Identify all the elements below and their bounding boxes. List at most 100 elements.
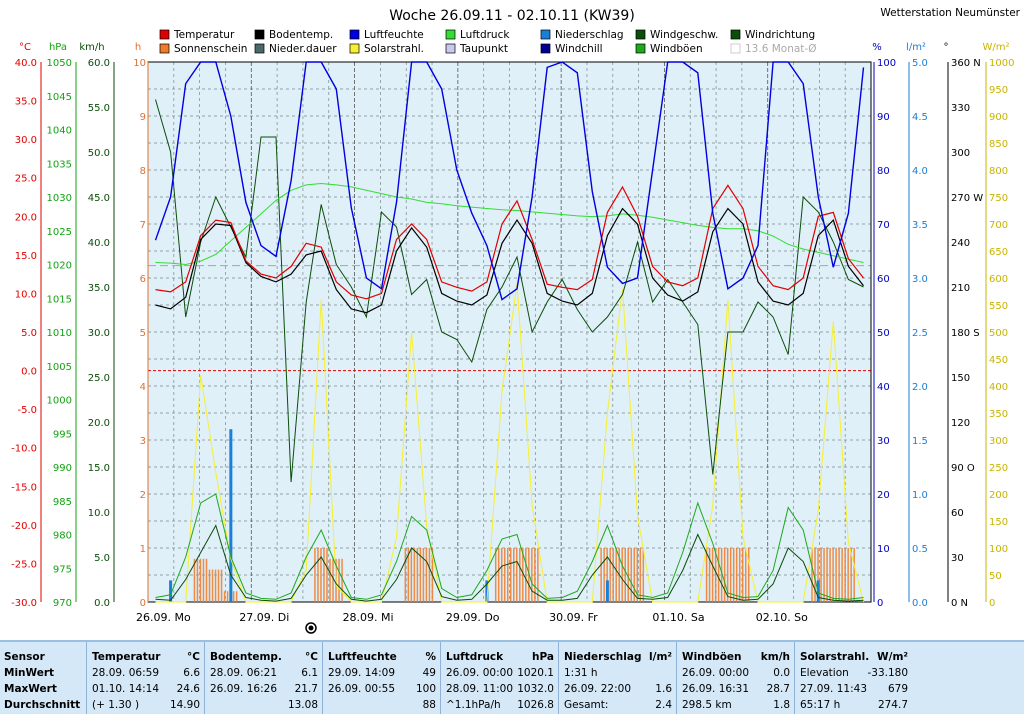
sunshine-bar bbox=[606, 548, 608, 602]
sunshine-bar bbox=[513, 548, 515, 602]
x-tick-label: 26.09. Mo bbox=[136, 611, 191, 624]
legend-swatch bbox=[159, 29, 170, 40]
sunshine-bar bbox=[510, 548, 512, 602]
stats-panel: Sensor MinWert MaxWert Durchschnitt Temperat… bbox=[0, 640, 1024, 714]
sunshine-bar bbox=[506, 548, 509, 602]
legend-swatch bbox=[349, 43, 360, 54]
tick-label-direction: 0 N bbox=[951, 598, 968, 609]
stats-column: Luftfeuchte% 29.09. 14:09 49 26.09. 00:55 10… bbox=[322, 642, 442, 714]
sunshine-bar bbox=[220, 569, 223, 602]
stats-row: 88 bbox=[328, 697, 436, 713]
stats-cell-value: 100 bbox=[415, 683, 436, 695]
tick-label-direction: 210 bbox=[951, 283, 970, 294]
rain-bar bbox=[605, 580, 609, 602]
tick-label-pressure: 1000 bbox=[47, 396, 72, 407]
stats-cell-label: MinWert bbox=[4, 667, 55, 679]
sunshine-bar bbox=[832, 548, 834, 602]
stats-row: Durchschnitt bbox=[4, 697, 82, 713]
tick-label-temp: 15.0 bbox=[15, 251, 37, 262]
sunshine-bar bbox=[642, 548, 645, 602]
stats-cell-value: 1032.0 bbox=[517, 683, 554, 695]
sunshine-bar bbox=[202, 558, 205, 602]
tick-label-temp: -10.0 bbox=[11, 444, 37, 455]
stats-row: 29.09. 14:09 49 bbox=[328, 665, 436, 681]
stats-row: 26.09. 00:00 1020.1 bbox=[446, 665, 554, 681]
stats-header: Temperatur °C bbox=[92, 649, 200, 665]
sunshine-bar bbox=[205, 558, 208, 602]
tick-label-humidity: 40 bbox=[877, 382, 890, 393]
sunshine-bar bbox=[528, 548, 530, 602]
stats-cell-value: 6.1 bbox=[301, 667, 318, 679]
legend-swatch bbox=[540, 29, 551, 40]
sunshine-bar bbox=[847, 548, 849, 602]
tick-label-direction: 180 S bbox=[951, 328, 980, 339]
stats-cell-value: 13.08 bbox=[287, 699, 318, 711]
sunshine-bar bbox=[814, 548, 816, 602]
legend-label: Temperatur bbox=[173, 29, 235, 41]
tick-label-hours: 10 bbox=[133, 58, 146, 69]
tick-label-solar: 150 bbox=[989, 517, 1008, 528]
tick-label-solar: 50 bbox=[989, 571, 1002, 582]
tick-label-rain: 5.0 bbox=[912, 58, 928, 69]
stats-column: Temperatur °C 28.09. 06:59 6.6 01.10. 14:14 2… bbox=[86, 642, 206, 714]
sunshine-bar bbox=[537, 548, 539, 602]
tick-label-wind: 0.0 bbox=[94, 598, 110, 609]
sunshine-bar bbox=[323, 548, 325, 602]
sunshine-bar bbox=[624, 548, 626, 602]
tick-label-solar: 400 bbox=[989, 382, 1008, 393]
sunshine-bar bbox=[534, 548, 536, 602]
tick-label-wind: 5.0 bbox=[94, 553, 110, 564]
tick-label-hours: 4 bbox=[140, 382, 146, 393]
legend-label: Niederschlag bbox=[555, 29, 624, 41]
tick-label-direction: 60 bbox=[951, 508, 964, 519]
now-marker-dot bbox=[308, 625, 314, 631]
tick-label-rain: 1.5 bbox=[912, 436, 928, 447]
stats-separator bbox=[558, 642, 559, 714]
legend-swatch bbox=[445, 29, 456, 40]
series-line-solarstrahl bbox=[155, 283, 864, 603]
tick-label-pressure: 995 bbox=[53, 429, 72, 440]
stats-separator bbox=[676, 642, 677, 714]
sunshine-bar bbox=[621, 548, 623, 602]
tick-label-solar: 350 bbox=[989, 409, 1008, 420]
stats-header-unit: °C bbox=[187, 651, 200, 663]
stats-row: Elevation -33.180 bbox=[800, 665, 908, 681]
tick-label-solar: 800 bbox=[989, 166, 1008, 177]
sunshine-bar bbox=[407, 548, 410, 602]
stats-row: 26.09. 16:31 28.7 bbox=[682, 681, 790, 697]
stats-row: (+ 1.30 ) 14.90 bbox=[92, 697, 200, 713]
tick-label-pressure: 1025 bbox=[47, 227, 72, 238]
series-line-bodentemp bbox=[155, 207, 864, 314]
stats-cell-value: 1.8 bbox=[773, 699, 790, 711]
sunshine-bar bbox=[232, 591, 235, 602]
stats-cell-label: Durchschnitt bbox=[4, 699, 81, 711]
stats-cell-value: 1026.8 bbox=[517, 699, 554, 711]
sunshine-bar bbox=[531, 548, 533, 602]
tick-label-pressure: 1005 bbox=[47, 362, 72, 373]
sunshine-bar bbox=[223, 591, 226, 602]
sunshine-bar bbox=[853, 548, 855, 602]
stats-row: 26.09. 00:55 100 bbox=[328, 681, 436, 697]
stats-separator bbox=[322, 642, 323, 714]
tick-label-pressure: 990 bbox=[53, 463, 72, 474]
legend-label: Luftfeuchte bbox=[364, 29, 424, 41]
tick-label-pressure: 1035 bbox=[47, 159, 72, 170]
tick-label-solar: 850 bbox=[989, 139, 1008, 150]
stats-cell-label: 27.09. 11:43 bbox=[800, 683, 867, 695]
legend-swatch bbox=[254, 43, 265, 54]
sunshine-bar bbox=[199, 558, 202, 602]
sunshine-bar bbox=[729, 548, 732, 602]
tick-label-wind: 40.0 bbox=[88, 238, 110, 249]
tick-label-wind: 10.0 bbox=[88, 508, 110, 519]
sunshine-bar bbox=[844, 548, 846, 602]
stats-row: 28.09. 06:21 6.1 bbox=[210, 665, 318, 681]
tick-label-direction: 90 O bbox=[951, 463, 975, 474]
sunshine-bar bbox=[726, 548, 729, 602]
sunshine-bar bbox=[817, 548, 819, 602]
sunshine-bar bbox=[410, 548, 413, 602]
stats-cell-label: 65:17 h bbox=[800, 699, 841, 711]
stats-header: Sensor bbox=[4, 649, 82, 665]
tick-label-humidity: 70 bbox=[877, 220, 890, 231]
sunshine-bar bbox=[639, 548, 642, 602]
stats-cell-value: -33.180 bbox=[867, 667, 908, 679]
